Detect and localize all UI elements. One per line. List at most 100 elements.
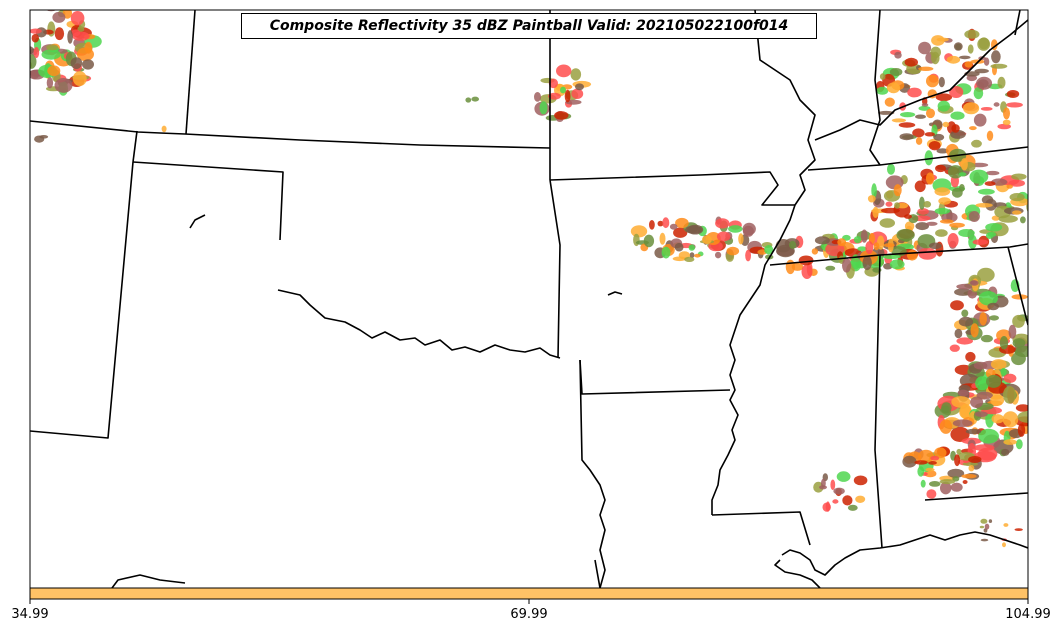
reflectivity-blob (907, 87, 922, 98)
reflectivity-blob (935, 229, 948, 237)
reflectivity-blob (70, 57, 83, 69)
reflectivity-blob (985, 411, 994, 428)
reflectivity-blob (465, 97, 472, 103)
reflectivity-blob (964, 29, 980, 39)
reflectivity-blob (1006, 184, 1013, 189)
reflectivity-blob (918, 247, 937, 260)
reflectivity-blob (934, 187, 951, 196)
reflectivity-blob (84, 41, 93, 54)
reflectivity-blob (996, 329, 1012, 342)
reflectivity-blob (865, 241, 874, 255)
reflectivity-blob (1020, 216, 1026, 224)
reflectivity-blob (54, 27, 65, 41)
reflectivity-blob (959, 55, 971, 60)
reflectivity-blob (978, 291, 999, 306)
lake-1 (189, 214, 206, 229)
reflectivity-blob (1006, 102, 1023, 108)
red-river (277, 289, 561, 359)
reflectivity-blob (776, 244, 795, 258)
reflectivity-blob (918, 105, 931, 111)
reflectivity-blob (917, 466, 925, 477)
reflectivity-blob (643, 234, 655, 248)
reflectivity-blob (832, 499, 839, 504)
reflectivity-blob (999, 336, 1009, 350)
colorbar (29, 587, 1029, 600)
reflectivity-blob (1006, 90, 1020, 98)
border-il-in (869, 10, 881, 166)
border-nm-east (30, 161, 134, 439)
reflectivity-blob (161, 125, 167, 133)
reflectivity-blob (789, 240, 797, 249)
reflectivity-blob (977, 267, 995, 282)
border-mo-ar (549, 171, 795, 206)
reflectivity-blob (34, 135, 45, 143)
reflectivity-blob (715, 251, 722, 259)
reflectivity-blob (924, 470, 937, 478)
ohio-river (814, 19, 1028, 141)
reflectivity-blob (30, 71, 39, 79)
reflectivity-blob (857, 246, 868, 252)
reflectivity-blob (956, 283, 975, 290)
reflectivity-blob (968, 211, 980, 222)
reflectivity-blob (575, 83, 584, 91)
reflectivity-blob (917, 208, 929, 215)
reflectivity-blob (987, 232, 997, 237)
reflectivity-blob (1008, 179, 1025, 187)
border-al-fl (924, 492, 1028, 501)
reflectivity-blob (71, 29, 81, 37)
reflectivity-blob (925, 467, 935, 472)
reflectivity-blob (919, 196, 925, 210)
reflectivity-blob (915, 222, 929, 231)
reflectivity-blob (471, 96, 480, 102)
reflectivity-blob (889, 68, 903, 76)
reflectivity-blob (939, 219, 954, 224)
reflectivity-blob (937, 100, 950, 112)
border-la-ms (711, 511, 811, 546)
reflectivity-blob (726, 246, 740, 256)
reflectivity-blob (965, 351, 976, 362)
reflectivity-blob (853, 475, 868, 486)
reflectivity-blob (716, 231, 731, 242)
reflectivity-blob (947, 165, 964, 179)
reflectivity-blob (649, 220, 655, 230)
reflectivity-blob (1014, 528, 1023, 531)
reflectivity-blob (853, 236, 862, 244)
colorbar-tick-max: 104.99 (1005, 607, 1051, 622)
reflectivity-blob (962, 480, 968, 484)
reflectivity-blob (894, 202, 900, 209)
reflectivity-blob (798, 255, 814, 266)
reflectivity-blob (904, 221, 915, 231)
reflectivity-blob (924, 132, 935, 137)
reflectivity-blob (926, 221, 938, 226)
reflectivity-blob (912, 128, 925, 138)
reflectivity-blob (990, 394, 1005, 406)
reflectivity-blob (921, 103, 929, 107)
reflectivity-blob (657, 220, 664, 227)
colorbar-tick-min: 34.99 (11, 607, 49, 622)
reflectivity-blob (958, 229, 975, 237)
reflectivity-blob (928, 242, 942, 250)
reflectivity-blob (947, 233, 959, 248)
reflectivity-blob (715, 218, 730, 229)
reflectivity-blob (968, 465, 975, 472)
reflectivity-blob (1000, 367, 1007, 376)
reflectivity-blob (764, 245, 774, 255)
reflectivity-blob (938, 76, 945, 88)
reflectivity-blob (950, 300, 964, 311)
reflectivity-blob (914, 180, 926, 193)
reflectivity-blob (952, 419, 973, 428)
reflectivity-blob (702, 235, 712, 245)
border-al-ga (1007, 246, 1028, 326)
border-tn-south (769, 243, 1028, 266)
reflectivity-blob (883, 243, 895, 248)
reflectivity-blob (46, 44, 59, 51)
reflectivity-blob (1017, 411, 1028, 423)
reflectivity-blob (986, 130, 994, 141)
reflectivity-blob (821, 478, 826, 488)
reflectivity-blob (984, 181, 996, 187)
reflectivity-blob (976, 76, 993, 90)
reflectivity-blob (988, 519, 993, 523)
reflectivity-blob (900, 112, 916, 118)
reflectivity-blob (889, 259, 905, 270)
reflectivity-blob (837, 238, 847, 247)
